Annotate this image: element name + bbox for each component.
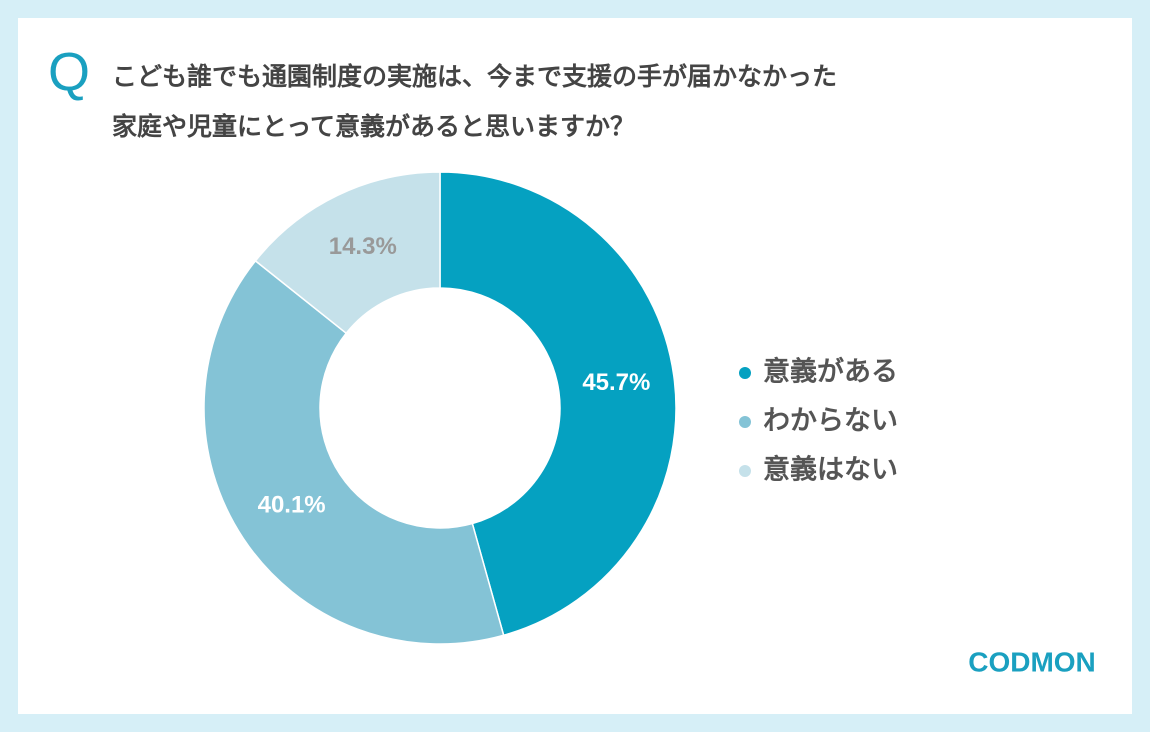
donut-slice: [254, 171, 441, 335]
legend-marker: [739, 465, 751, 477]
data-label: 14.3%: [329, 233, 397, 260]
donut-slice: [439, 171, 677, 637]
legend-marker: [739, 416, 751, 428]
data-label: 40.1%: [258, 492, 326, 519]
legend-label: 意義がある: [763, 356, 898, 388]
chart-title: 家庭や児童にとって意義があると思いますか？: [112, 112, 635, 141]
legend-label: 意義はない: [763, 454, 898, 486]
logo: CODMON: [968, 646, 1096, 677]
question-mark: Q: [48, 42, 90, 102]
chart-title: こども誰でも通園制度の実施は、今まで支援の手が届かなかった: [112, 62, 837, 91]
legend-marker: [739, 367, 751, 379]
legend-label: わからない: [763, 406, 898, 437]
donut-slice: [203, 259, 505, 645]
data-label: 45.7%: [582, 369, 650, 396]
